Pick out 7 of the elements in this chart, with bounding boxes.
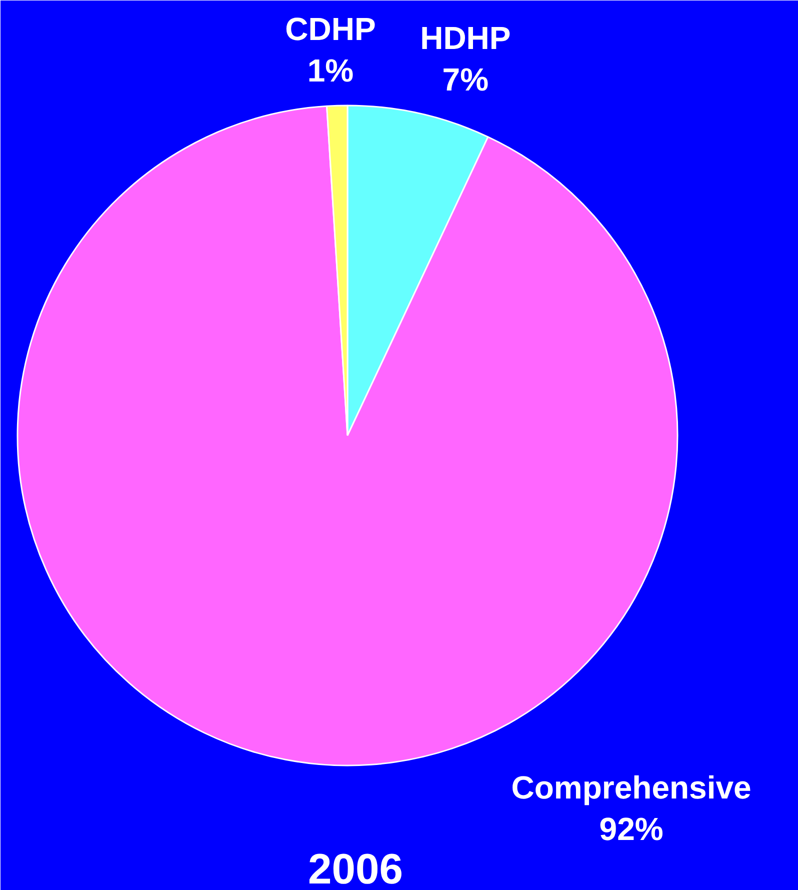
slice-label: CDHP (285, 10, 376, 47)
data-label: 92% (599, 811, 664, 848)
data-label: 1% (307, 52, 354, 88)
text: 2006 (308, 846, 403, 890)
data-label: 7% (442, 61, 489, 98)
slice-label: HDHP (420, 20, 511, 56)
slice-label: Comprehensive (511, 770, 752, 806)
